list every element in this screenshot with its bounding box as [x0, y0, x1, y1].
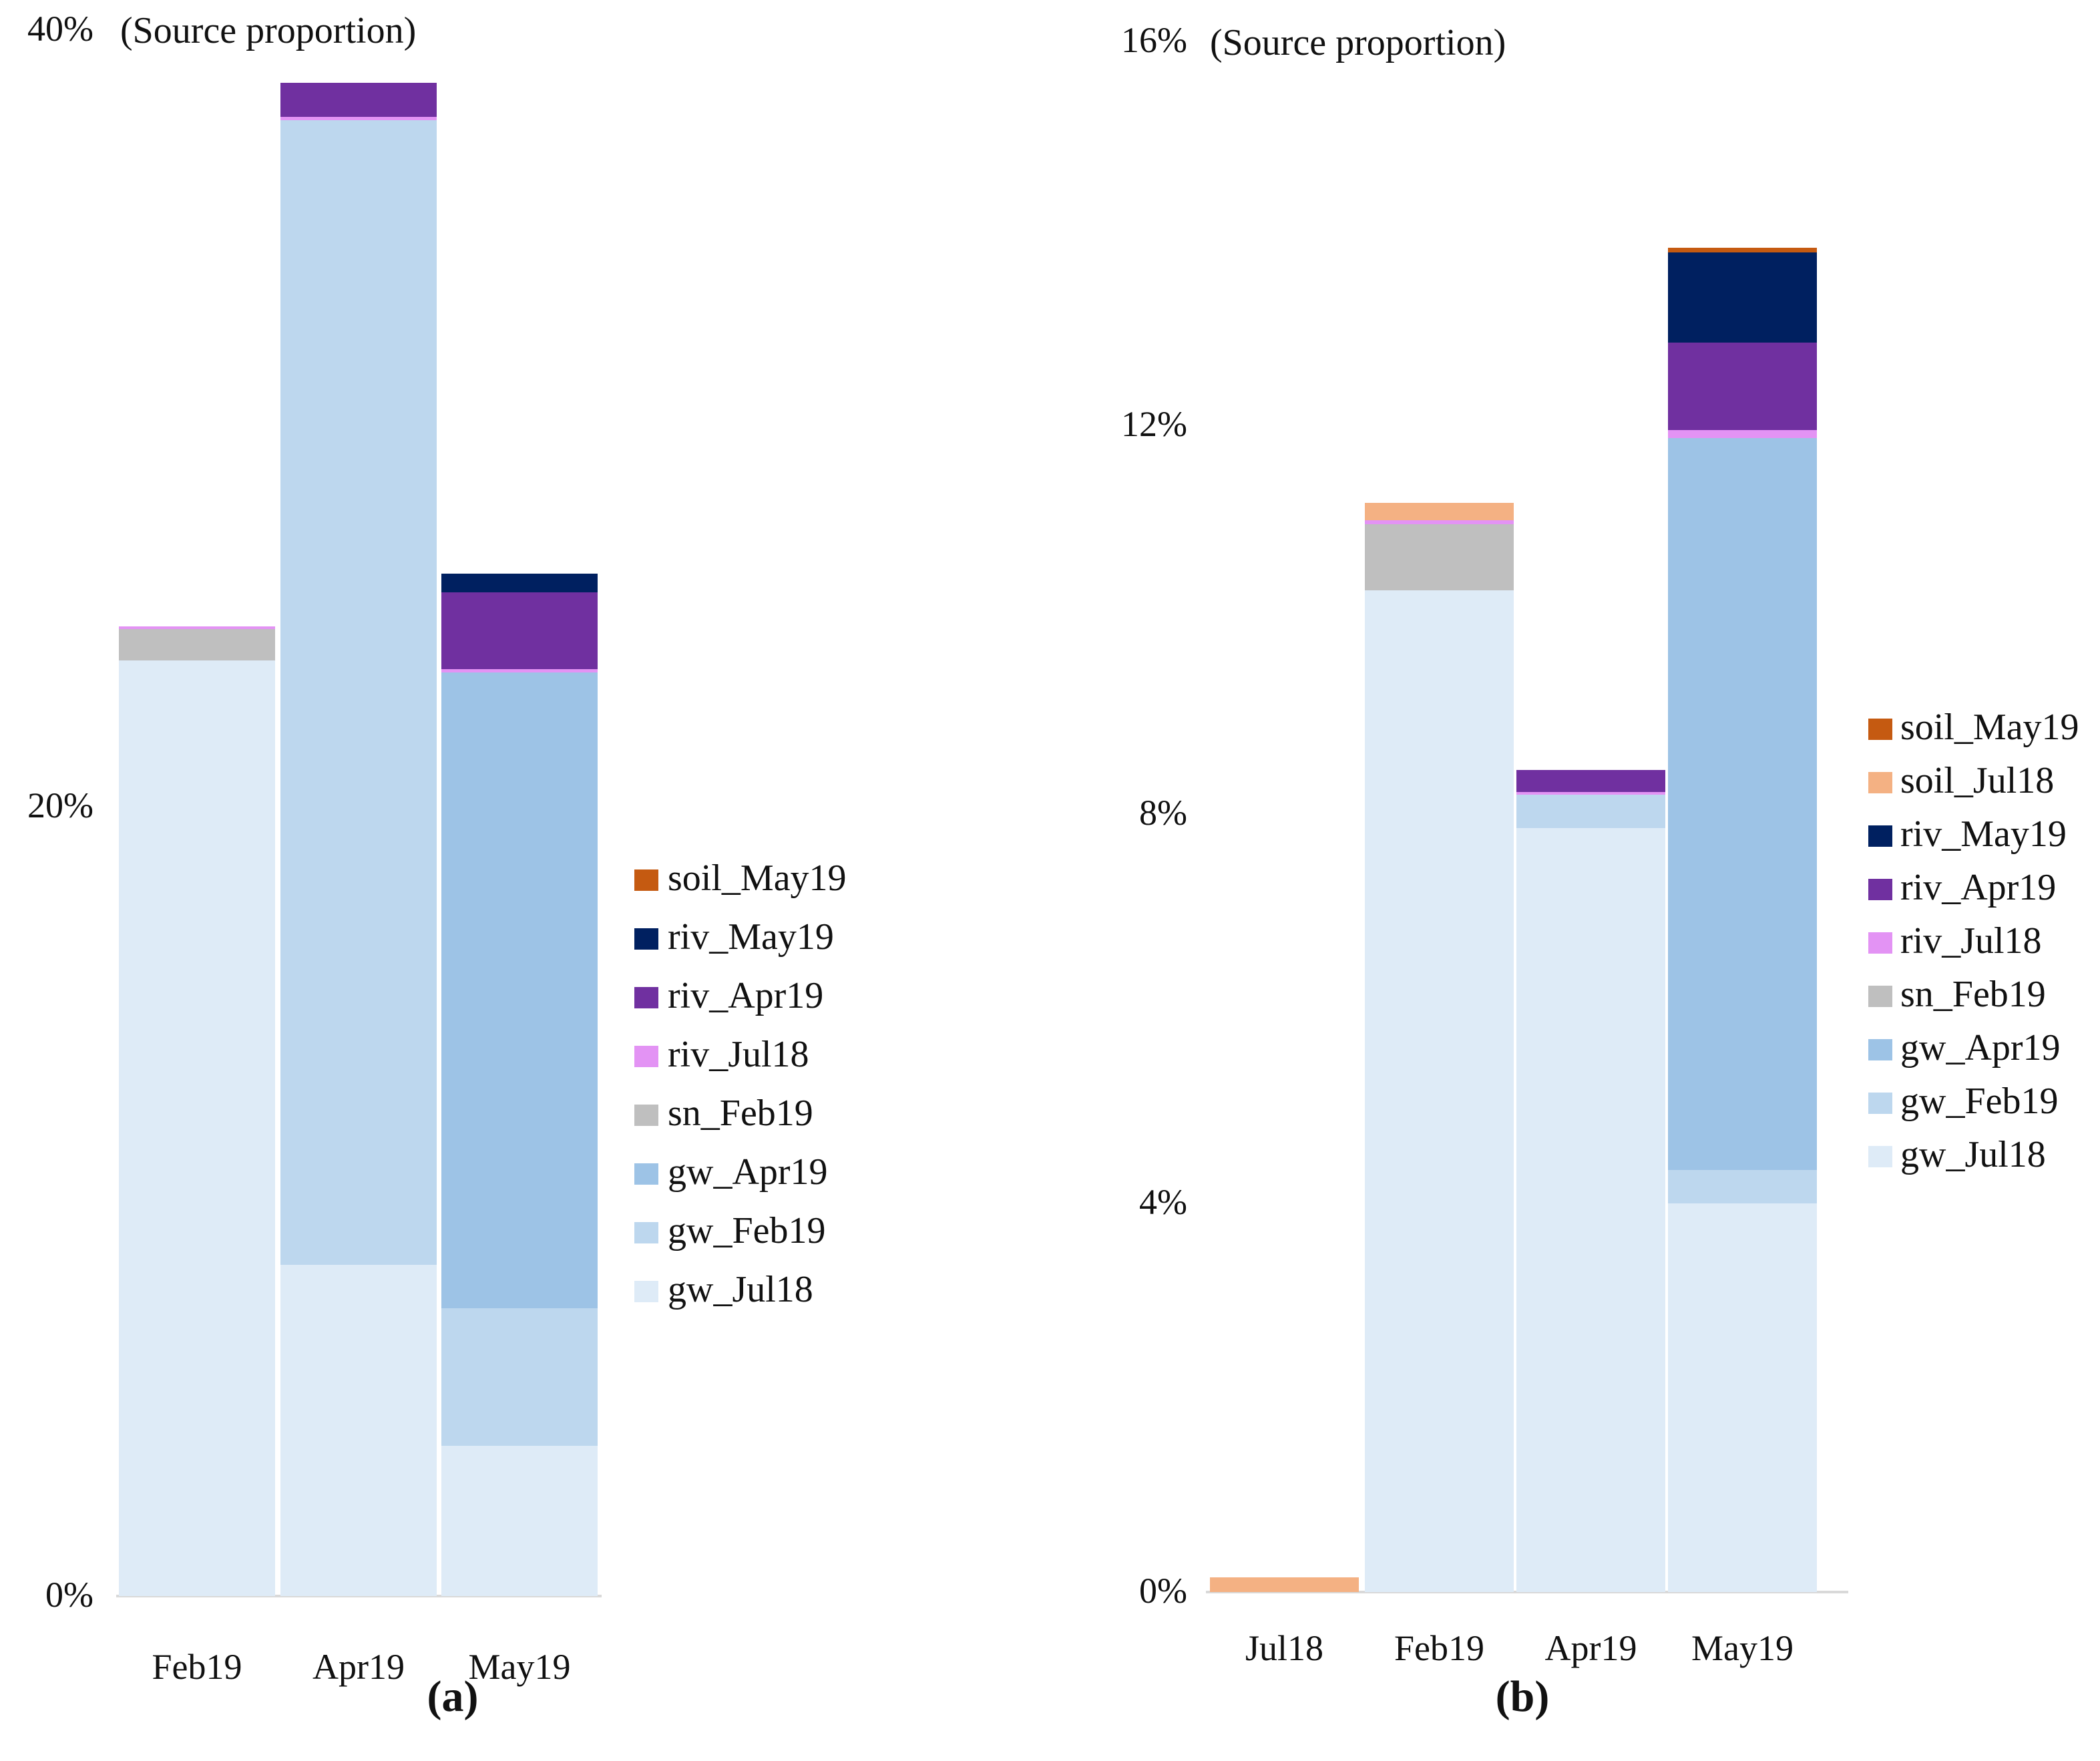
legend-swatch-sn_Feb19: [1868, 986, 1892, 1007]
bar-segment-May19-soil_May19: [1668, 248, 1817, 252]
legend-label-sn_Feb19: sn_Feb19: [1900, 974, 2046, 1015]
legend-label-soil_May19: soil_May19: [668, 857, 847, 899]
y-axis-tick-label: 20%: [27, 785, 93, 825]
bar-segment-Feb19-sn_Feb19: [1365, 524, 1514, 590]
y-axis-tick-label: 16%: [1121, 20, 1187, 60]
x-axis-category-label: Feb19: [1394, 1628, 1484, 1668]
x-axis-category-label: May19: [1691, 1628, 1794, 1668]
legend-swatch-riv_May19: [1868, 825, 1892, 847]
bar-segment-May19-gw_Feb19: [1668, 1170, 1817, 1203]
bar-segment-May19-riv_Apr19: [1668, 343, 1817, 430]
subfigure-caption: (a): [427, 1672, 479, 1721]
bar-segment-May19-gw_Apr19: [1668, 438, 1817, 1170]
bar-segment-May19-riv_Apr19: [441, 592, 598, 669]
bar-segment-Jul18-soil_Jul18: [1210, 1577, 1359, 1592]
legend-label-gw_Jul18: gw_Jul18: [668, 1269, 813, 1310]
y-axis-tick-label: 12%: [1121, 403, 1187, 444]
legend-swatch-riv_Apr19: [634, 987, 658, 1008]
legend-swatch-gw_Jul18: [1868, 1146, 1892, 1167]
legend-label-soil_May19: soil_May19: [1900, 707, 2079, 748]
legend-swatch-gw_Apr19: [634, 1163, 658, 1185]
x-axis-category-label: Feb19: [152, 1647, 242, 1687]
x-axis-category-label: Apr19: [1544, 1628, 1637, 1668]
bar-segment-Feb19-sn_Feb19: [119, 629, 275, 660]
bar-segment-May19-riv_May19: [1668, 252, 1817, 343]
bar-segment-Apr19-riv_Jul18: [1516, 792, 1665, 795]
legend-swatch-soil_Jul18: [1868, 772, 1892, 793]
bar-segment-Apr19-gw_Feb19: [1516, 795, 1665, 828]
legend-swatch-gw_Feb19: [634, 1222, 658, 1243]
bar-segment-Apr19-riv_Jul18: [280, 117, 437, 120]
bar-segment-May19-riv_Jul18: [1668, 430, 1817, 438]
subfigure-caption: (b): [1495, 1672, 1550, 1721]
legend-label-riv_May19: riv_May19: [1900, 813, 2067, 855]
bar-segment-Feb19-soil_Jul18: [1365, 503, 1514, 520]
legend-swatch-gw_Feb19: [1868, 1093, 1892, 1114]
bar-segment-Feb19-gw_Jul18: [1365, 590, 1514, 1592]
chart-title: (Source proportion): [120, 10, 417, 51]
legend-label-soil_Jul18: soil_Jul18: [1900, 760, 2055, 801]
legend-label-sn_Feb19: sn_Feb19: [668, 1093, 813, 1134]
bar-segment-Feb19-riv_Jul18: [1365, 520, 1514, 524]
y-axis-tick-label: 0%: [45, 1575, 93, 1615]
legend-swatch-sn_Feb19: [634, 1105, 658, 1126]
bar-segment-Feb19-gw_Jul18: [119, 660, 275, 1596]
bar-segment-Apr19-riv_Apr19: [280, 83, 437, 117]
legend-swatch-riv_May19: [634, 928, 658, 950]
legend-swatch-soil_May19: [634, 869, 658, 891]
x-axis-category-label: May19: [468, 1647, 571, 1687]
bar-segment-Apr19-riv_Apr19: [1516, 770, 1665, 792]
bar-segment-May19-riv_Jul18: [441, 669, 598, 672]
chart-title: (Source proportion): [1210, 22, 1506, 63]
bar-segment-Apr19-gw_Jul18: [1516, 828, 1665, 1592]
y-axis-tick-label: 40%: [27, 9, 93, 49]
legend-swatch-gw_Jul18: [634, 1281, 658, 1302]
y-axis-tick-label: 8%: [1139, 793, 1187, 833]
legend-swatch-soil_May19: [1868, 719, 1892, 740]
bar-segment-May19-gw_Feb19: [441, 1308, 598, 1446]
y-axis-tick-label: 0%: [1139, 1571, 1187, 1611]
legend-label-riv_Jul18: riv_Jul18: [668, 1034, 809, 1075]
bar-segment-May19-gw_Jul18: [1668, 1203, 1817, 1592]
legend-swatch-riv_Apr19: [1868, 879, 1892, 900]
bar-segment-Apr19-gw_Jul18: [280, 1265, 437, 1596]
legend-label-riv_Apr19: riv_Apr19: [1900, 867, 2057, 908]
x-axis-category-label: Jul18: [1245, 1628, 1324, 1668]
x-axis-category-label: Apr19: [312, 1647, 405, 1687]
bar-segment-Apr19-gw_Feb19: [280, 120, 437, 1265]
bar-segment-May19-riv_May19: [441, 574, 598, 592]
legend-swatch-riv_Jul18: [634, 1046, 658, 1067]
legend-label-riv_May19: riv_May19: [668, 916, 834, 958]
legend-label-riv_Apr19: riv_Apr19: [668, 975, 824, 1016]
legend-label-gw_Apr19: gw_Apr19: [668, 1151, 828, 1193]
bar-segment-Feb19-riv_Jul18: [119, 626, 275, 629]
legend-swatch-gw_Apr19: [1868, 1039, 1892, 1060]
legend-label-gw_Jul18: gw_Jul18: [1900, 1134, 2046, 1175]
bar-segment-May19-gw_Jul18: [441, 1446, 598, 1596]
legend-label-riv_Jul18: riv_Jul18: [1900, 920, 2042, 962]
x-axis-line: [116, 1595, 602, 1597]
legend-swatch-riv_Jul18: [1868, 932, 1892, 954]
bar-segment-May19-gw_Apr19: [441, 672, 598, 1308]
x-axis-line: [1206, 1591, 1848, 1593]
y-axis-tick-label: 4%: [1139, 1181, 1187, 1222]
legend-label-gw_Apr19: gw_Apr19: [1900, 1027, 2061, 1068]
legend-label-gw_Feb19: gw_Feb19: [1900, 1081, 2059, 1122]
legend-label-gw_Feb19: gw_Feb19: [668, 1210, 826, 1251]
